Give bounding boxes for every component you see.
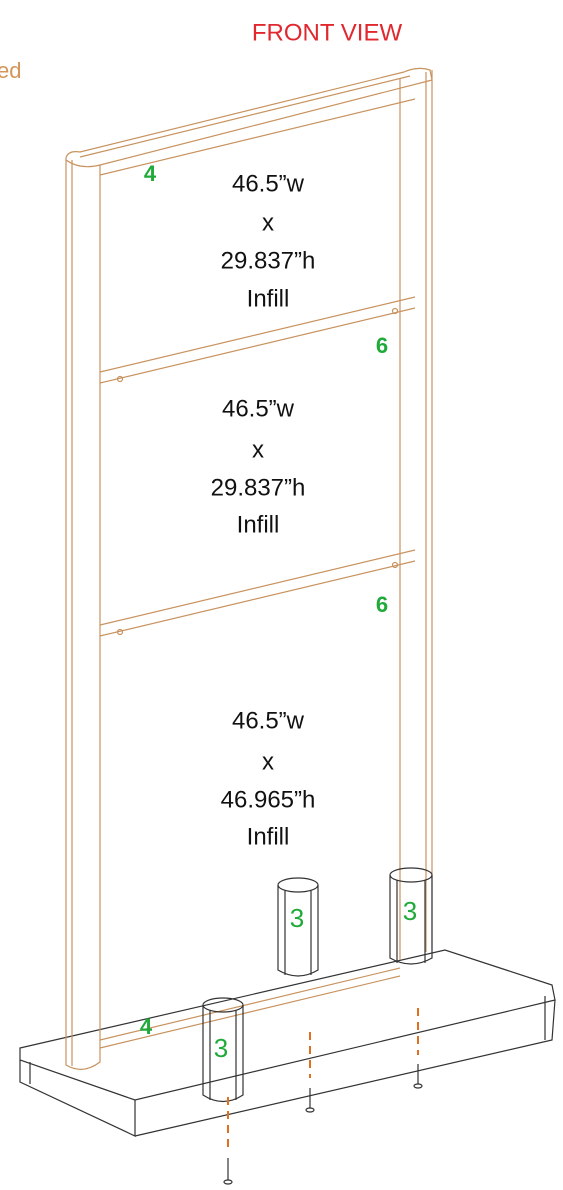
- cylinder-callout: 3: [290, 903, 304, 933]
- panel-infill: Infill: [247, 823, 290, 850]
- panel-width: 46.5”w: [232, 170, 305, 197]
- panel-width: 46.5”w: [232, 707, 305, 734]
- panel-height: 29.837”h: [221, 247, 316, 274]
- callout: 6: [376, 592, 388, 617]
- cylinder-callout: 3: [403, 896, 417, 926]
- panel-infill: Infill: [237, 511, 280, 538]
- cylinders: [203, 868, 432, 1102]
- frame: [20, 68, 555, 1136]
- panel-width: 46.5”w: [222, 395, 295, 422]
- panel-height: 29.837”h: [211, 474, 306, 501]
- panel-height: 46.965”h: [221, 786, 316, 813]
- panel-labels: 46.5”w x 29.837”h Infill 46.5”w x 29.837…: [211, 170, 316, 850]
- panel-times: x: [262, 748, 274, 775]
- panel-times: x: [252, 436, 264, 463]
- screws: [224, 1008, 422, 1184]
- callout: 4: [144, 161, 157, 186]
- panel-infill: Infill: [247, 285, 290, 312]
- front-view-diagram: FRONT VIEW ed: [0, 0, 563, 1190]
- view-title: FRONT VIEW: [252, 19, 403, 46]
- cylinder-callout: 3: [214, 1033, 228, 1063]
- callout: 4: [140, 1014, 153, 1039]
- panel-times: x: [262, 209, 274, 236]
- cut-text: ed: [0, 58, 21, 83]
- callout: 6: [376, 333, 388, 358]
